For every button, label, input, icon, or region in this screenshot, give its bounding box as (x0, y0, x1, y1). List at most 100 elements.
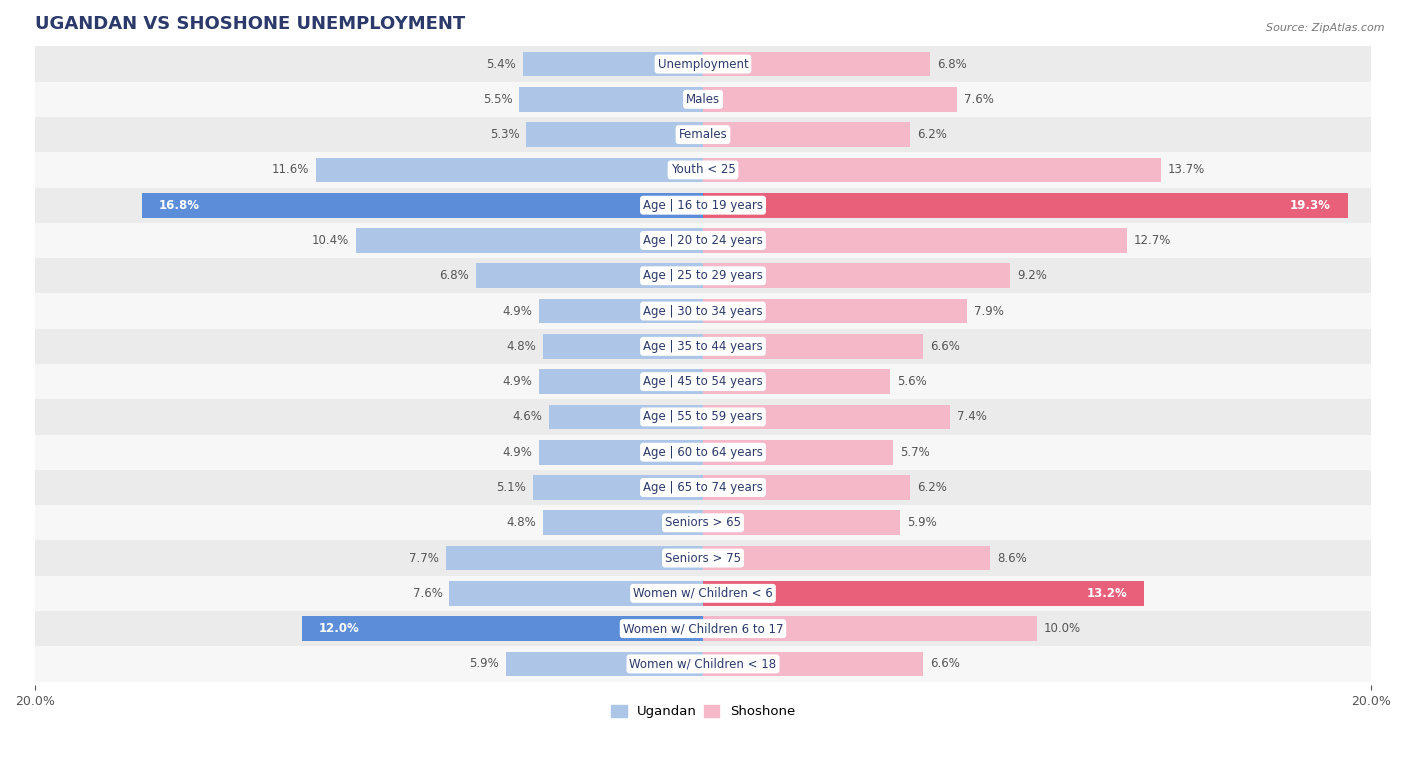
Text: Women w/ Children < 18: Women w/ Children < 18 (630, 657, 776, 671)
Text: Seniors > 65: Seniors > 65 (665, 516, 741, 529)
Text: 11.6%: 11.6% (271, 164, 309, 176)
Text: 5.7%: 5.7% (900, 446, 929, 459)
Legend: Ugandan, Shoshone: Ugandan, Shoshone (606, 699, 800, 724)
Bar (35, 611, 1371, 646)
Bar (540, 369, 703, 394)
Text: 5.9%: 5.9% (907, 516, 936, 529)
Bar (35, 540, 1371, 576)
Text: Age | 30 to 34 years: Age | 30 to 34 years (643, 304, 763, 317)
Text: 5.1%: 5.1% (496, 481, 526, 494)
Text: 6.6%: 6.6% (931, 657, 960, 671)
Text: 7.6%: 7.6% (412, 587, 443, 600)
Text: Age | 16 to 19 years: Age | 16 to 19 years (643, 198, 763, 212)
Text: 6.8%: 6.8% (440, 269, 470, 282)
Bar (703, 51, 931, 76)
Bar (142, 193, 703, 217)
Bar (519, 87, 703, 112)
Bar (540, 440, 703, 465)
Text: 7.6%: 7.6% (963, 93, 994, 106)
Text: 16.8%: 16.8% (159, 198, 200, 212)
Text: Age | 65 to 74 years: Age | 65 to 74 years (643, 481, 763, 494)
Text: 6.2%: 6.2% (917, 481, 946, 494)
Text: 5.9%: 5.9% (470, 657, 499, 671)
Text: Age | 35 to 44 years: Age | 35 to 44 years (643, 340, 763, 353)
Text: UGANDAN VS SHOSHONE UNEMPLOYMENT: UGANDAN VS SHOSHONE UNEMPLOYMENT (35, 15, 465, 33)
Text: 9.2%: 9.2% (1017, 269, 1047, 282)
Bar (449, 581, 703, 606)
Bar (703, 369, 890, 394)
Text: 5.5%: 5.5% (484, 93, 513, 106)
Bar (35, 364, 1371, 399)
Bar (315, 157, 703, 182)
Text: 6.6%: 6.6% (931, 340, 960, 353)
Bar (35, 435, 1371, 470)
Text: 10.4%: 10.4% (312, 234, 349, 247)
Text: 19.3%: 19.3% (1291, 198, 1331, 212)
Bar (506, 652, 703, 676)
Bar (526, 123, 703, 147)
Text: Women w/ Children 6 to 17: Women w/ Children 6 to 17 (623, 622, 783, 635)
Text: 5.3%: 5.3% (489, 128, 519, 141)
Bar (703, 123, 910, 147)
Text: 7.4%: 7.4% (957, 410, 987, 423)
Bar (35, 505, 1371, 540)
Text: 6.8%: 6.8% (936, 58, 966, 70)
Text: Women w/ Children < 6: Women w/ Children < 6 (633, 587, 773, 600)
Text: 6.2%: 6.2% (917, 128, 946, 141)
Bar (703, 87, 957, 112)
Bar (35, 329, 1371, 364)
Text: 4.9%: 4.9% (503, 375, 533, 388)
Bar (35, 646, 1371, 681)
Text: 5.6%: 5.6% (897, 375, 927, 388)
Bar (703, 228, 1128, 253)
Text: Females: Females (679, 128, 727, 141)
Text: 10.0%: 10.0% (1043, 622, 1081, 635)
Text: 4.8%: 4.8% (506, 516, 536, 529)
Bar (35, 152, 1371, 188)
Bar (540, 299, 703, 323)
Text: Youth < 25: Youth < 25 (671, 164, 735, 176)
Bar (35, 46, 1371, 82)
Bar (302, 616, 703, 641)
Bar (35, 188, 1371, 223)
Bar (703, 510, 900, 535)
Text: Age | 25 to 29 years: Age | 25 to 29 years (643, 269, 763, 282)
Text: 4.9%: 4.9% (503, 304, 533, 317)
Text: Age | 45 to 54 years: Age | 45 to 54 years (643, 375, 763, 388)
Text: 8.6%: 8.6% (997, 552, 1026, 565)
Text: Unemployment: Unemployment (658, 58, 748, 70)
Text: 13.7%: 13.7% (1167, 164, 1205, 176)
Bar (703, 652, 924, 676)
Text: Age | 20 to 24 years: Age | 20 to 24 years (643, 234, 763, 247)
Bar (703, 299, 967, 323)
Text: 13.2%: 13.2% (1087, 587, 1128, 600)
Bar (703, 193, 1348, 217)
Text: 7.7%: 7.7% (409, 552, 439, 565)
Bar (703, 616, 1038, 641)
Text: 12.7%: 12.7% (1133, 234, 1171, 247)
Bar (703, 404, 950, 429)
Bar (475, 263, 703, 288)
Text: Seniors > 75: Seniors > 75 (665, 552, 741, 565)
Text: 4.9%: 4.9% (503, 446, 533, 459)
Bar (550, 404, 703, 429)
Bar (703, 581, 1144, 606)
Bar (543, 334, 703, 359)
Bar (703, 334, 924, 359)
Bar (446, 546, 703, 571)
Text: 7.9%: 7.9% (973, 304, 1004, 317)
Bar (35, 294, 1371, 329)
Bar (703, 440, 893, 465)
Text: 4.6%: 4.6% (513, 410, 543, 423)
Bar (35, 82, 1371, 117)
Bar (35, 470, 1371, 505)
Bar (356, 228, 703, 253)
Text: 4.8%: 4.8% (506, 340, 536, 353)
Bar (703, 263, 1011, 288)
Text: Age | 60 to 64 years: Age | 60 to 64 years (643, 446, 763, 459)
Text: Source: ZipAtlas.com: Source: ZipAtlas.com (1267, 23, 1385, 33)
Text: Age | 55 to 59 years: Age | 55 to 59 years (643, 410, 763, 423)
Bar (533, 475, 703, 500)
Bar (703, 475, 910, 500)
Bar (703, 157, 1160, 182)
